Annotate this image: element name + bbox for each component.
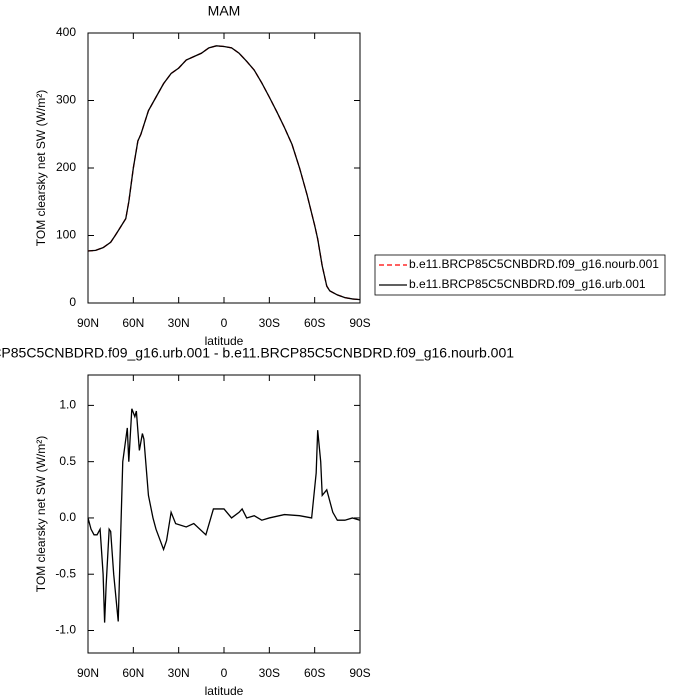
chart-title: MAM [208, 3, 241, 19]
y-tick-label: -0.5 [55, 566, 76, 580]
y-tick-label: 100 [56, 228, 76, 242]
x-axis-label: latitude [205, 684, 244, 698]
x-tick-label: 60N [122, 316, 144, 330]
x-tick-label: 60S [304, 666, 325, 680]
x-tick-label: 60N [122, 666, 144, 680]
y-tick-label: 0.0 [59, 510, 76, 524]
x-tick-label: 90S [349, 666, 370, 680]
x-tick-label: 90N [77, 316, 99, 330]
x-tick-label: 30N [168, 316, 190, 330]
y-tick-label: 0 [69, 295, 76, 309]
x-tick-label: 90N [77, 666, 99, 680]
x-tick-label: 0 [221, 316, 228, 330]
x-tick-label: 30N [168, 666, 190, 680]
y-axis-label: TOM clearsky net SW (W/m²) [34, 436, 48, 592]
y-tick-label: 1.0 [59, 398, 76, 412]
data-line [87, 45, 361, 301]
data-line [87, 408, 361, 623]
x-tick-label: 90S [349, 316, 370, 330]
y-tick-label: 200 [56, 160, 76, 174]
data-line [87, 45, 361, 301]
y-axis-label: TOM clearsky net SW (W/m²) [34, 90, 48, 246]
y-tick-label: 300 [56, 93, 76, 107]
plot-frame [87, 374, 361, 654]
y-tick-label: 0.5 [59, 454, 76, 468]
legend-label: b.e11.BRCP85C5CNBDRD.f09_g16.urb.001 [409, 277, 646, 291]
plot-frame [87, 32, 361, 304]
x-axis-label: latitude [205, 334, 244, 348]
legend-label: b.e11.BRCP85C5CNBDRD.f09_g16.nourb.001 [409, 257, 659, 271]
y-tick-label: 400 [56, 25, 76, 39]
legend-box [374, 254, 666, 296]
y-tick-label: -1.0 [55, 623, 76, 637]
x-tick-label: 0 [221, 666, 228, 680]
x-tick-label: 30S [259, 316, 280, 330]
chart-title: b.e11.BRCP85C5CNBDRD.f09_g16.urb.001 - b… [0, 345, 514, 361]
x-tick-label: 60S [304, 316, 325, 330]
x-tick-label: 30S [259, 666, 280, 680]
